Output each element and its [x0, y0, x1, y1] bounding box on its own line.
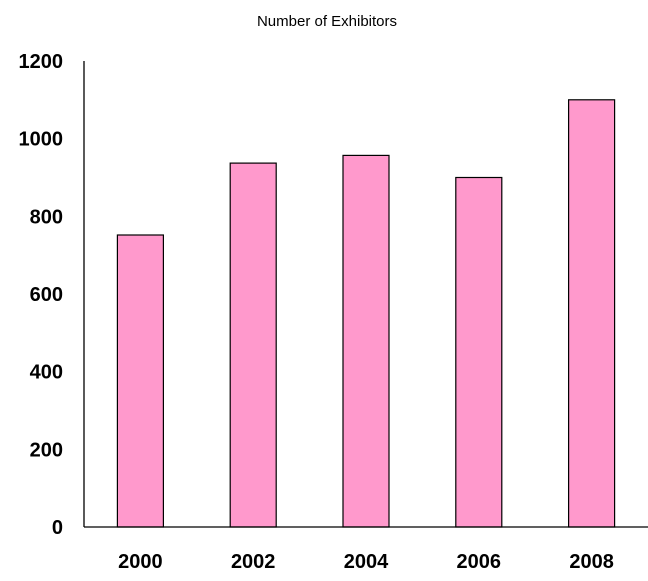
y-tick-label: 600: [30, 284, 63, 306]
bar-2000: [116, 234, 165, 528]
x-tick-labels: 2000 2002 2004 2006 2008: [118, 551, 614, 573]
x-tick-label: 2000: [118, 551, 163, 573]
bar-2004: [342, 154, 390, 528]
bars-layer: [116, 99, 616, 528]
y-tick-label: 400: [30, 362, 63, 384]
x-tick-label: 2002: [231, 551, 276, 573]
x-tick-label: 2008: [569, 551, 614, 573]
chart-title: Number of Exhibitors: [257, 13, 397, 30]
y-tick-label: 0: [52, 517, 63, 539]
bar-2008: [567, 99, 616, 528]
x-tick-label: 2004: [344, 551, 389, 573]
axes-layer: [83, 61, 648, 528]
y-tick-labels: 0 200 400 600 800 1000 1200: [19, 51, 64, 539]
bar-2002: [229, 162, 277, 528]
y-tick-label: 200: [30, 439, 63, 461]
y-tick-label: 1000: [19, 129, 64, 151]
bar-2006: [455, 176, 503, 528]
y-tick-label: 800: [30, 206, 63, 228]
y-tick-label: 1200: [19, 51, 64, 73]
x-tick-label: 2006: [457, 551, 502, 573]
